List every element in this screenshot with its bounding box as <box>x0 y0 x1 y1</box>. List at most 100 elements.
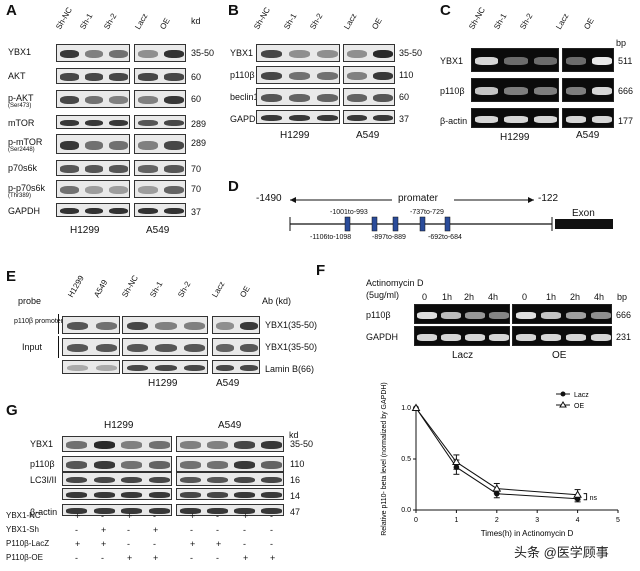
panel-g-mark-2-5: + <box>216 539 222 549</box>
blot-band <box>155 364 177 372</box>
panel-g-mark-0-3: - <box>153 511 156 521</box>
gel-band <box>590 333 611 341</box>
panel-a-row-sub-2: (Ser473) <box>8 103 32 109</box>
panel-a-cell-h1299: H1299 <box>70 225 100 236</box>
panel-c-label: C <box>440 2 451 19</box>
blot-band <box>155 321 177 331</box>
blot-band <box>60 185 79 195</box>
blot-band <box>207 441 228 449</box>
panel-g-mark-2-2: - <box>127 539 130 549</box>
blot-band <box>288 71 310 81</box>
blot-band <box>261 492 282 498</box>
blot-band <box>95 364 118 372</box>
gel-band <box>515 333 536 341</box>
blot-band <box>261 461 282 469</box>
panel-c-gel-a549-2 <box>562 108 614 128</box>
panel-b-blot-a549-0 <box>343 44 395 62</box>
panel-f-time-5: 1h <box>546 292 557 302</box>
panel-a-row-2: p-AKT <box>8 93 34 103</box>
panel-g-mark-0-1: - <box>101 511 104 521</box>
panel-g-blot-h1299-4 <box>62 504 172 516</box>
blot-band <box>260 49 282 59</box>
gel-band <box>591 56 613 66</box>
panel-f-time-4: 0 <box>522 292 528 302</box>
panel-b-blot-a549-3 <box>343 110 395 124</box>
blot-band <box>260 93 282 103</box>
panel-a-label: A <box>6 2 17 19</box>
panel-g-row-4: β-actin <box>30 507 58 517</box>
panel-g-mark-2-6: - <box>243 539 246 549</box>
panel-e-blot-a549-2 <box>212 360 260 374</box>
panel-a-cell-a549: A549 <box>146 225 170 236</box>
panel-e-cell-h1299: H1299 <box>148 378 178 389</box>
panel-a-blot-a549-1 <box>134 68 186 84</box>
panel-g-kd-2: 16 <box>290 475 301 485</box>
blot-band <box>109 185 128 195</box>
panel-g-kd-1: 110 <box>290 459 305 469</box>
panel-a-blot-a549-5 <box>134 160 186 176</box>
panel-a-blot-a549-0 <box>134 44 186 62</box>
blot-band <box>84 73 104 81</box>
panel-b-kd-3: 37 <box>399 114 410 124</box>
panel-a-row-7: GAPDH <box>8 206 41 216</box>
panel-a-row-sub-4: (Ser2448) <box>8 147 35 153</box>
blot-band <box>60 140 79 150</box>
panel-a-blot-h1299-1 <box>56 68 130 84</box>
blot-band <box>347 114 367 122</box>
blot-band <box>84 95 104 105</box>
blot-band <box>138 95 158 105</box>
panel-g-blot-h1299-0 <box>62 436 172 452</box>
blot-band <box>109 140 128 150</box>
panel-e-row-0: YBX1(35-50) <box>265 320 318 330</box>
blot-band <box>93 441 115 449</box>
panel-e-probe: probe <box>18 296 42 306</box>
panel-c-gel-h1299-0 <box>471 48 559 72</box>
gel-band <box>533 56 558 66</box>
panel-f-time-3: 4h <box>488 292 499 302</box>
panel-g-mark-0-2: + <box>127 511 133 521</box>
blot-band <box>138 185 158 195</box>
blot-band <box>84 165 104 173</box>
blot-band <box>109 95 128 105</box>
panel-c-bp-0: 511 <box>618 56 633 66</box>
panel-g-mark-3-4: - <box>190 553 193 563</box>
panel-b-row-1: p110β <box>230 70 255 80</box>
blot-band <box>66 441 88 449</box>
gel-band <box>465 311 485 319</box>
panel-g-mark-0-5: - <box>216 511 219 521</box>
panel-a-blot-h1299-5 <box>56 160 130 176</box>
panel-g-mark-1-3: + <box>153 525 159 535</box>
blot-band <box>180 492 201 498</box>
blot-band <box>240 343 258 353</box>
gel-band <box>515 311 536 319</box>
site-bottom-2: -897to-889 <box>372 234 406 241</box>
panel-c-bp-1: 666 <box>618 86 634 96</box>
panel-g-blot-a549-4 <box>176 504 284 516</box>
gel-band <box>474 115 499 123</box>
blot-band <box>207 476 228 484</box>
blot-band <box>109 119 128 127</box>
blot-band <box>288 93 310 103</box>
blot-band <box>183 343 206 353</box>
gel-band <box>489 333 509 341</box>
blot-band <box>60 95 79 105</box>
panel-g-cond-0: YBX1-NC <box>6 511 41 520</box>
panel-g-row-2: LC3I/II <box>30 475 57 485</box>
panel-f-time-2: 2h <box>464 292 475 302</box>
gel-band <box>441 333 461 341</box>
blot-band <box>216 321 234 331</box>
gel-band <box>590 311 611 319</box>
panel-g-blot-a549-3 <box>176 488 284 500</box>
blot-band <box>234 492 255 498</box>
panel-b-blot-a549-1 <box>343 66 395 84</box>
blot-band <box>66 364 89 372</box>
panel-a-blot-h1299-7 <box>56 203 130 217</box>
panel-g-unit: kd <box>289 430 299 440</box>
panel-g-mark-1-4: - <box>190 525 193 535</box>
panel-g-mark-3-2: + <box>127 553 133 563</box>
blot-band <box>347 71 367 81</box>
panel-g-row-1: p110β <box>30 459 55 469</box>
blot-band <box>121 461 143 469</box>
panel-e-cell-a549: A549 <box>216 378 240 389</box>
